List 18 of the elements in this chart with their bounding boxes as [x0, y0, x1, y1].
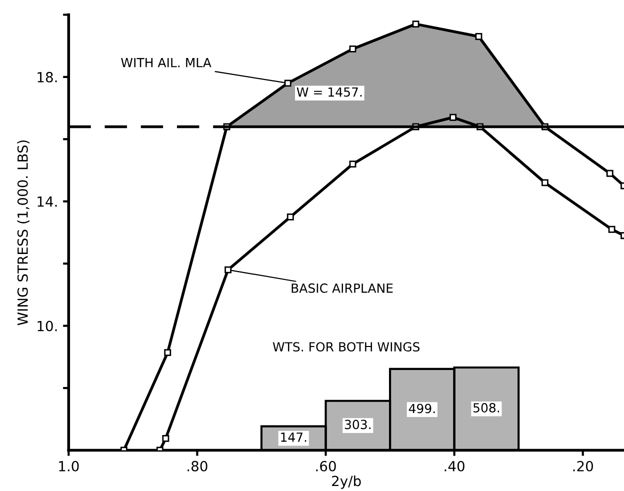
- y-axis-title: WING STRESS (1,000. LBS): [17, 140, 30, 326]
- x-tick-label: 1.0: [59, 460, 79, 472]
- text: WITH AIL. MLA: [121, 58, 212, 68]
- x-tick-label: .40: [444, 460, 464, 472]
- annotation: WTS. FOR BOTH WINGS: [272, 342, 420, 352]
- data-label: 499.: [408, 404, 435, 414]
- x-tick-label: .80: [188, 460, 208, 472]
- y-tick-label: 14.: [38, 196, 57, 207]
- data-label: 508.: [473, 403, 500, 412]
- y-tick-label: 18.: [38, 72, 57, 82]
- data-label: 303.: [344, 420, 370, 430]
- x-tick-label: .20: [573, 460, 593, 472]
- text: BASIC AIRPLANE: [292, 283, 393, 293]
- annotation: W = 1457.: [296, 87, 362, 97]
- x-axis-title: 2y/b: [332, 475, 361, 489]
- x-tick-label: .60: [316, 460, 336, 472]
- data-label: 147.: [281, 432, 306, 442]
- y-tick-label: 10.: [38, 320, 57, 332]
